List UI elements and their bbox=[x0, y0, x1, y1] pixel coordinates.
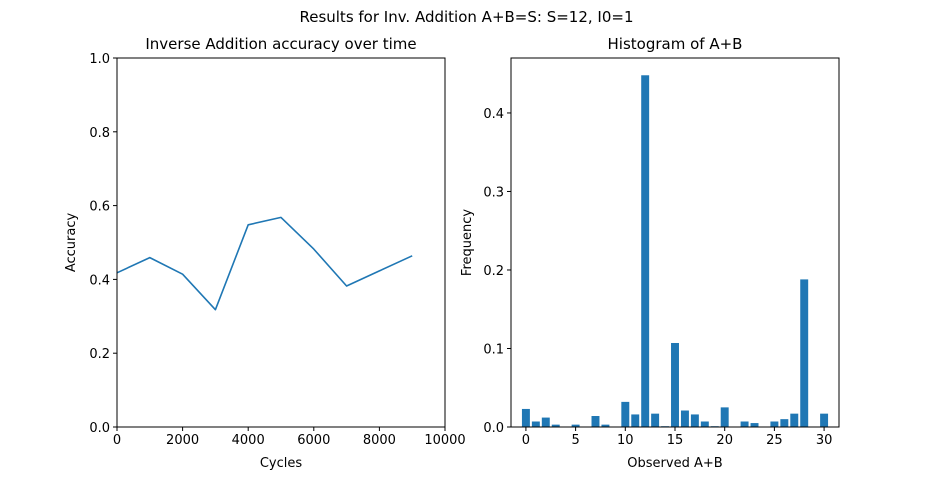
x-tick-label: 8000 bbox=[363, 433, 396, 448]
histogram-bar bbox=[780, 419, 789, 427]
x-tick-label: 4000 bbox=[232, 433, 265, 448]
histogram-bar bbox=[800, 279, 809, 427]
histogram-bar bbox=[671, 342, 679, 427]
accuracy-plot-area bbox=[116, 216, 413, 311]
accuracy-x-ticks: 0 2000 4000 6000 8000 10000 bbox=[113, 427, 466, 448]
x-tick-label: 30 bbox=[816, 433, 833, 448]
y-tick-label: 0.0 bbox=[89, 421, 110, 436]
x-tick-label: 10000 bbox=[424, 433, 465, 448]
y-tick-label: 0.3 bbox=[483, 185, 504, 200]
accuracy-axes-frame bbox=[116, 57, 446, 428]
accuracy-chart-title: Inverse Addition accuracy over time bbox=[145, 35, 416, 53]
y-tick-label: 0.4 bbox=[483, 107, 504, 122]
x-tick-label: 0 bbox=[522, 433, 530, 448]
y-tick-label: 1.0 bbox=[89, 52, 110, 67]
accuracy-y-axis-label: Accuracy bbox=[64, 213, 79, 273]
histogram-plot-area bbox=[521, 75, 829, 427]
accuracy-x-axis-label: Cycles bbox=[260, 456, 303, 471]
histogram-chart: Histogram of A+B 0 5 10 15 20 25 30 0.00.10.20… bbox=[460, 35, 840, 471]
histogram-bar bbox=[571, 424, 580, 427]
histogram-y-axis-label: Frequency bbox=[460, 209, 475, 276]
x-tick-label: 20 bbox=[716, 433, 733, 448]
y-tick-label: 0.0 bbox=[483, 421, 504, 436]
y-tick-label: 0.4 bbox=[89, 273, 110, 288]
histogram-bar bbox=[591, 416, 600, 427]
accuracy-chart: Inverse Addition accuracy over time 0 200… bbox=[64, 35, 466, 471]
histogram-bar bbox=[740, 421, 749, 427]
histogram-bar bbox=[820, 413, 829, 427]
histogram-bar bbox=[790, 413, 799, 427]
histogram-x-axis-label: Observed A+B bbox=[627, 456, 722, 471]
histogram-bar bbox=[700, 421, 709, 427]
x-tick-label: 10 bbox=[617, 433, 634, 448]
histogram-bar bbox=[601, 424, 610, 427]
x-tick-label: 0 bbox=[113, 433, 121, 448]
y-tick-label: 0.2 bbox=[483, 264, 504, 279]
x-tick-label: 6000 bbox=[297, 433, 330, 448]
histogram-bar bbox=[531, 421, 540, 427]
histogram-bar bbox=[750, 423, 759, 427]
histogram-chart-title: Histogram of A+B bbox=[608, 35, 743, 53]
histogram-bar bbox=[770, 421, 779, 427]
y-tick-label: 0.1 bbox=[483, 342, 504, 357]
x-tick-label: 15 bbox=[667, 433, 684, 448]
x-tick-label: 25 bbox=[766, 433, 783, 448]
y-tick-label: 0.6 bbox=[89, 200, 110, 215]
histogram-bar bbox=[631, 414, 640, 427]
figure-suptitle: Results for Inv. Addition A+B=S: S=12, I… bbox=[299, 8, 633, 26]
histogram-bar bbox=[690, 414, 699, 427]
accuracy-series-line bbox=[116, 216, 413, 311]
histogram-bar bbox=[541, 417, 550, 427]
histogram-bar bbox=[680, 410, 689, 427]
histogram-x-ticks: 0 5 10 15 20 25 30 bbox=[522, 427, 833, 448]
accuracy-y-ticks: 0.0 0.2 0.4 0.6 0.8 1.0 bbox=[89, 52, 117, 436]
histogram-bar bbox=[641, 75, 650, 427]
histogram-bar bbox=[651, 413, 660, 427]
histogram-y-ticks: 0.0 0.1 0.2 0.3 0.4 bbox=[483, 107, 511, 436]
histogram-bar bbox=[521, 408, 530, 427]
histogram-bar bbox=[720, 407, 729, 427]
histogram-bar bbox=[551, 424, 560, 427]
x-tick-label: 5 bbox=[571, 433, 579, 448]
histogram-bar bbox=[621, 401, 630, 427]
y-tick-label: 0.2 bbox=[89, 347, 110, 362]
x-tick-label: 2000 bbox=[166, 433, 199, 448]
y-tick-label: 0.8 bbox=[89, 126, 110, 141]
